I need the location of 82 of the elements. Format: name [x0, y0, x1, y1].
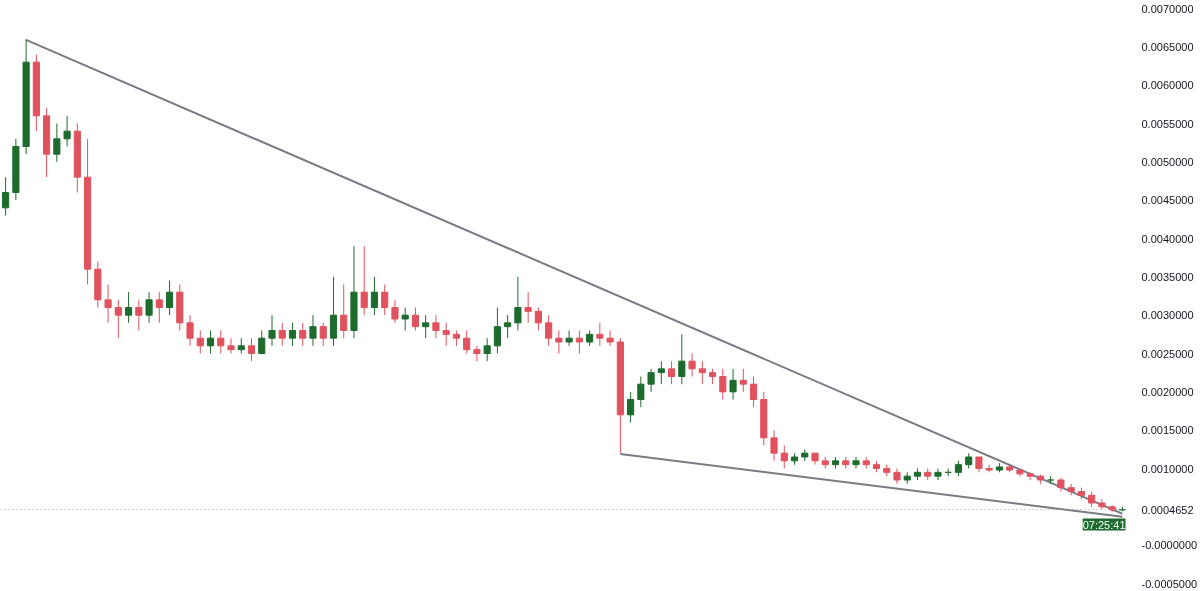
candlestick [104, 284, 112, 324]
candlestick [739, 368, 747, 393]
candlestick [401, 307, 409, 331]
y-tick-label: 0.0045000 [1141, 194, 1194, 207]
candlestick [504, 314, 512, 339]
candlestick [647, 368, 655, 393]
candlestick [688, 353, 696, 377]
candlestick [370, 276, 379, 316]
candlestick [63, 115, 71, 147]
candlestick [381, 284, 389, 316]
candlestick [206, 330, 215, 354]
candlestick [329, 276, 338, 347]
candlestick [565, 330, 573, 347]
candlestick [678, 333, 686, 385]
y-tick-label: 0.0015000 [1141, 424, 1194, 437]
y-tick-label: 0.0070000 [1141, 2, 1194, 15]
candlestick [114, 299, 122, 339]
candlestick [729, 368, 737, 400]
candlestick [53, 123, 61, 163]
y-tick-label: 0.0025000 [1141, 347, 1194, 360]
candlestick [299, 322, 307, 347]
candlestick [340, 284, 348, 339]
candlestick [227, 337, 235, 354]
y-tick-label: -0.0005000 [1141, 577, 1198, 590]
y-tick-label: 0.0055000 [1141, 117, 1194, 130]
candlestick [258, 330, 266, 354]
y-tick-label: 0.0030000 [1141, 309, 1194, 322]
candlestick [463, 330, 471, 354]
candlestick [483, 337, 491, 362]
candlestick [247, 337, 256, 362]
candlestick [309, 314, 317, 347]
candlestick [627, 391, 635, 423]
candlestick [473, 345, 481, 362]
candlestick [534, 307, 542, 331]
candlestick [135, 299, 143, 331]
y-tick-label: 0.0035000 [1141, 270, 1194, 283]
candlestick [637, 376, 645, 408]
candlestick [657, 360, 665, 385]
candlestick [391, 299, 399, 324]
candlestick [360, 245, 368, 316]
candlestick [749, 376, 758, 408]
candlestick [698, 360, 706, 385]
candlestick [155, 291, 163, 324]
y-tick-label: 0.0040000 [1141, 232, 1194, 245]
candlestick [575, 330, 583, 354]
candlestick [145, 291, 153, 324]
candlestick [719, 368, 727, 400]
candlestick [780, 445, 788, 469]
candlestick [514, 276, 522, 331]
y-tick-label: 0.0065000 [1141, 40, 1194, 53]
candlestick [545, 314, 553, 347]
candlestick [852, 456, 860, 469]
candlestick [217, 330, 225, 354]
y-tick-label: -0.0000000 [1141, 539, 1198, 552]
candlestick [606, 330, 614, 347]
candlestick [2, 176, 10, 216]
candlestick [432, 314, 440, 339]
candlestick [288, 322, 297, 347]
candlestick [186, 314, 194, 347]
y-tick-label: 0.0050000 [1141, 155, 1194, 168]
candlestick [524, 291, 532, 324]
candlestick [124, 291, 133, 324]
candlestick [934, 468, 942, 481]
candlestick [555, 330, 563, 354]
candlestick [422, 314, 430, 339]
y-tick-label: 0.0060000 [1141, 79, 1194, 92]
candlestick [278, 322, 286, 347]
candlestick [596, 322, 604, 347]
candlestick [1098, 498, 1106, 510]
candlestick [411, 307, 420, 331]
candlestick [493, 307, 501, 354]
candlestick [319, 322, 327, 347]
y-tick-label: 0.0010000 [1141, 462, 1194, 475]
candlestick [442, 322, 450, 347]
ref-line-label: 0.0004652 [1141, 503, 1194, 516]
annotation: 07:25:41 [1082, 518, 1126, 531]
candlestick [770, 429, 778, 462]
candlestick [196, 330, 204, 354]
candlestick [668, 360, 676, 385]
candlestick [165, 280, 174, 316]
candlestick [268, 314, 276, 347]
y-tick-label: 0.0020000 [1141, 385, 1194, 398]
